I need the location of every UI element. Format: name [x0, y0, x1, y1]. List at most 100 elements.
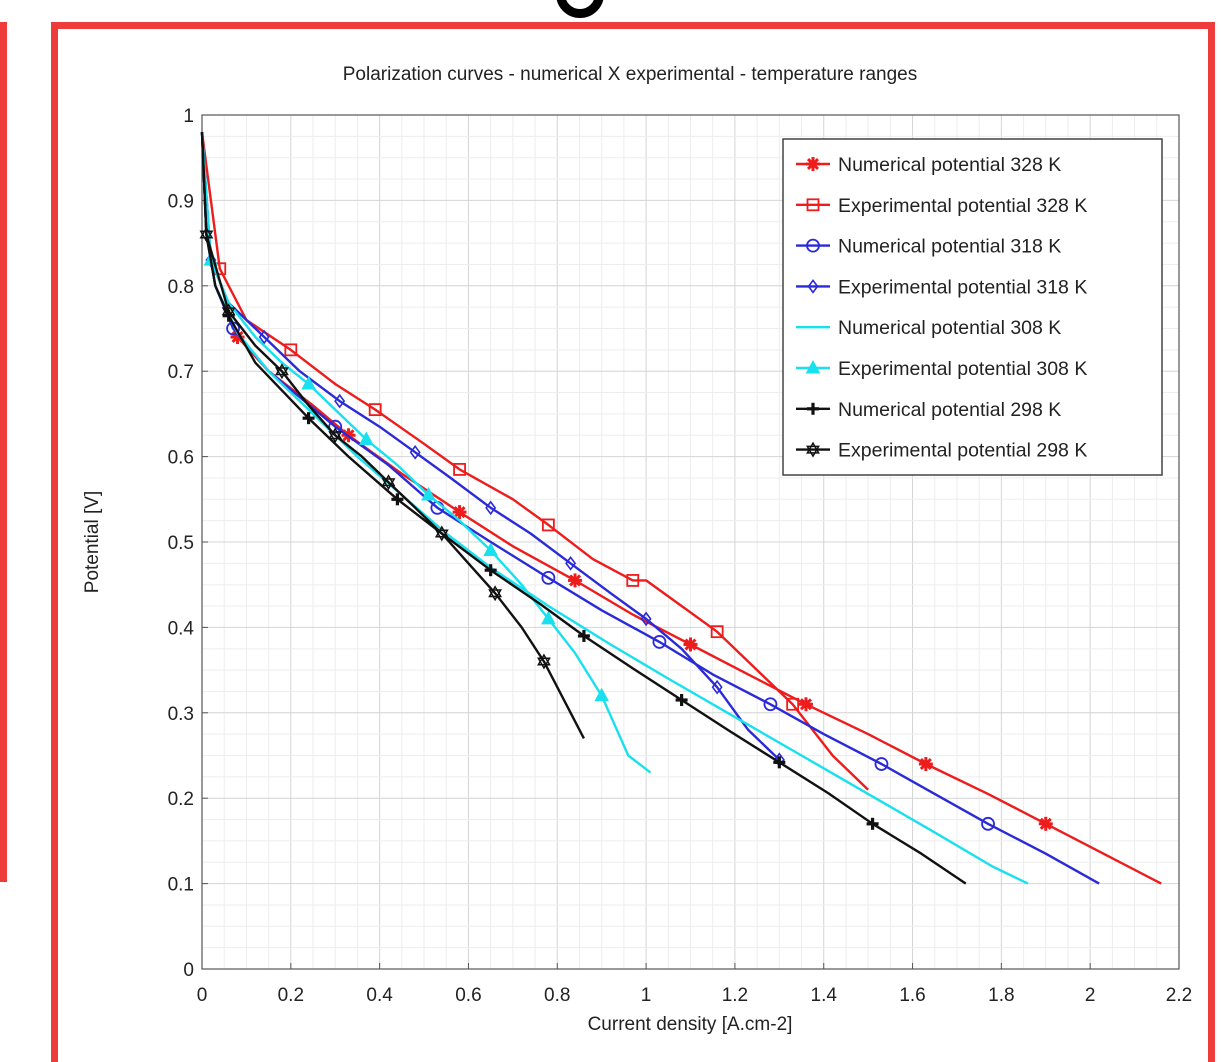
x-tick-label: 2	[1085, 985, 1096, 1006]
y-tick-label: 0.9	[168, 191, 194, 212]
legend-label: Experimental potential 298 K	[838, 440, 1087, 462]
grid-lines	[202, 115, 1179, 969]
data-point	[381, 478, 396, 491]
x-axis-label: Current density [A.cm-2]	[588, 1014, 793, 1034]
legend: Numerical potential 328 K Experimental po…	[782, 138, 1163, 476]
data-point	[981, 816, 995, 831]
data-point	[328, 427, 343, 440]
series-8	[199, 132, 585, 739]
legend-label: Numerical potential 308 K	[838, 317, 1061, 339]
x-tick-label: 1.4	[811, 985, 838, 1006]
data-point	[594, 687, 610, 702]
data-point	[275, 367, 289, 380]
data-point	[711, 679, 723, 695]
x-tick-label: 1.8	[988, 985, 1014, 1006]
x-tick-label: 0.4	[366, 985, 393, 1006]
series-line	[200, 132, 652, 774]
data-point	[541, 610, 556, 625]
series-4	[200, 132, 785, 768]
data-point	[434, 525, 449, 538]
data-point	[640, 611, 652, 627]
data-point	[806, 157, 820, 171]
series-line	[200, 132, 967, 885]
legend-entry: Numerical potential 318 K	[796, 236, 1061, 258]
x-tick-label: 0	[197, 985, 208, 1006]
legend-box	[782, 138, 1163, 476]
data-point	[537, 657, 551, 670]
data-point	[684, 638, 697, 651]
y-tick-label: 0.5	[168, 533, 194, 554]
data-point	[806, 445, 820, 458]
x-tick-label: 0.8	[544, 985, 570, 1006]
data-point	[221, 303, 236, 316]
data-point	[569, 574, 582, 587]
legend-entry: Numerical potential 298 K	[796, 399, 1061, 421]
y-tick-label: 1	[183, 106, 194, 127]
legend-label: Numerical potential 318 K	[838, 236, 1061, 258]
data-point	[488, 585, 503, 598]
x-tick-label: 0.6	[455, 985, 481, 1006]
legend-label: Numerical potential 328 K	[838, 154, 1061, 176]
data-point	[434, 529, 449, 542]
y-tick-label: 0.4	[168, 618, 195, 639]
series-2	[200, 131, 869, 791]
data-point	[231, 331, 244, 344]
legend-entry: Numerical potential 308 K	[796, 317, 1061, 339]
data-point	[1039, 817, 1052, 830]
data-point	[199, 230, 214, 243]
data-point	[806, 441, 820, 454]
data-point	[541, 518, 555, 532]
data-point	[565, 556, 577, 571]
data-point	[763, 697, 778, 712]
data-point	[626, 574, 640, 587]
legend-entry: Experimental potential 318 K	[796, 276, 1087, 298]
y-tick-label: 0	[183, 960, 194, 981]
y-axis-label: Potential [V]	[82, 491, 103, 593]
y-tick-label: 0.6	[168, 448, 194, 469]
data-point	[275, 363, 289, 376]
legend-label: Experimental potential 308 K	[838, 358, 1087, 380]
chart-title: Polarization curves - numerical X experi…	[343, 64, 917, 85]
red-highlight-frame	[51, 22, 1215, 1062]
data-point	[368, 403, 382, 417]
data-point	[199, 226, 214, 239]
data-point	[537, 653, 551, 666]
x-tick-label: 1.6	[899, 985, 925, 1006]
legend-entry: Experimental potential 308 K	[796, 358, 1087, 380]
data-point	[919, 758, 932, 771]
series-line	[200, 132, 585, 739]
tick-labels: 0 0.2 0.4 0.6 0.8 1 1.2 1.4 1.6 1.8 2 2.2 0 0.1 0.2 0.3…	[168, 106, 1193, 1006]
data-point	[284, 343, 298, 357]
data-point	[453, 506, 466, 519]
data-point	[409, 444, 421, 460]
left-red-border	[0, 22, 7, 882]
data-point	[221, 307, 236, 320]
data-point	[301, 375, 316, 390]
data-point	[874, 757, 889, 771]
x-tick-label: 1	[641, 985, 652, 1006]
data-point	[453, 463, 466, 476]
data-point	[806, 198, 820, 212]
legend-entry: Numerical potential 328 K	[796, 154, 1061, 176]
x-tick-label: 0.2	[278, 985, 304, 1006]
legend-entry: Experimental potential 328 K	[796, 195, 1087, 217]
y-tick-label: 0.3	[168, 704, 194, 725]
legend-label: Experimental potential 328 K	[838, 195, 1087, 217]
data-point	[805, 359, 821, 374]
y-tick-label: 0.7	[168, 362, 194, 383]
x-tick-label: 1.2	[722, 985, 748, 1006]
data-point	[541, 570, 556, 585]
y-tick-label: 0.1	[168, 875, 194, 896]
data-point	[799, 698, 812, 711]
data-point	[258, 329, 270, 345]
data-point	[488, 589, 503, 602]
data-point	[334, 393, 346, 409]
series-line	[200, 131, 869, 791]
legend-entry: Experimental potential 298 K	[796, 440, 1087, 462]
y-tick-label: 0.2	[168, 789, 194, 810]
series-6	[200, 132, 652, 774]
legend-label: Numerical potential 298 K	[838, 399, 1061, 421]
data-point	[807, 279, 819, 294]
x-tick-label: 2.2	[1166, 985, 1192, 1006]
series-layer	[199, 131, 1162, 885]
